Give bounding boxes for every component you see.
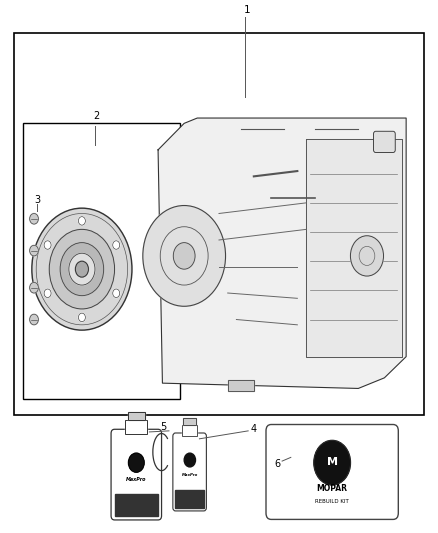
FancyBboxPatch shape bbox=[266, 424, 398, 520]
Circle shape bbox=[49, 229, 115, 309]
Bar bbox=[115, 495, 158, 516]
Text: 6: 6 bbox=[275, 459, 281, 469]
Polygon shape bbox=[306, 139, 402, 357]
FancyBboxPatch shape bbox=[374, 131, 395, 152]
Text: REBUILD KIT: REBUILD KIT bbox=[315, 499, 349, 504]
Circle shape bbox=[30, 245, 39, 256]
Text: 2: 2 bbox=[93, 111, 99, 120]
Bar bbox=[127, 413, 145, 420]
Circle shape bbox=[184, 453, 195, 467]
Circle shape bbox=[173, 243, 195, 269]
Polygon shape bbox=[158, 118, 406, 389]
Circle shape bbox=[44, 289, 51, 297]
Bar bbox=[184, 418, 196, 424]
Circle shape bbox=[75, 261, 88, 277]
Circle shape bbox=[60, 243, 104, 296]
Circle shape bbox=[113, 289, 120, 297]
Bar bbox=[125, 420, 147, 433]
Circle shape bbox=[128, 453, 144, 472]
Circle shape bbox=[113, 241, 120, 249]
Circle shape bbox=[78, 313, 85, 321]
Bar bbox=[176, 490, 204, 508]
Circle shape bbox=[30, 314, 39, 325]
Circle shape bbox=[78, 216, 85, 225]
Circle shape bbox=[69, 253, 95, 285]
Text: 5: 5 bbox=[160, 422, 166, 432]
Text: 3: 3 bbox=[34, 195, 40, 205]
Bar bbox=[184, 418, 196, 424]
Bar bbox=[127, 413, 145, 420]
Bar bbox=[228, 381, 254, 391]
Bar bbox=[228, 381, 254, 391]
Bar bbox=[182, 424, 197, 436]
Circle shape bbox=[30, 214, 39, 224]
FancyBboxPatch shape bbox=[111, 429, 162, 520]
Circle shape bbox=[350, 236, 384, 276]
Text: MOPAR: MOPAR bbox=[317, 483, 348, 492]
Text: M: M bbox=[327, 457, 338, 466]
Bar bbox=[23, 123, 180, 399]
Bar bbox=[14, 33, 424, 415]
Circle shape bbox=[32, 208, 132, 330]
Bar bbox=[182, 424, 197, 436]
Text: 4: 4 bbox=[251, 424, 257, 434]
Text: MaxPro: MaxPro bbox=[126, 477, 147, 482]
Circle shape bbox=[143, 206, 226, 306]
Circle shape bbox=[44, 241, 51, 249]
FancyBboxPatch shape bbox=[173, 433, 206, 511]
Text: 1: 1 bbox=[244, 5, 251, 14]
Circle shape bbox=[30, 282, 39, 293]
Bar bbox=[125, 420, 147, 433]
Circle shape bbox=[314, 440, 350, 485]
Text: MaxPro: MaxPro bbox=[182, 473, 198, 477]
